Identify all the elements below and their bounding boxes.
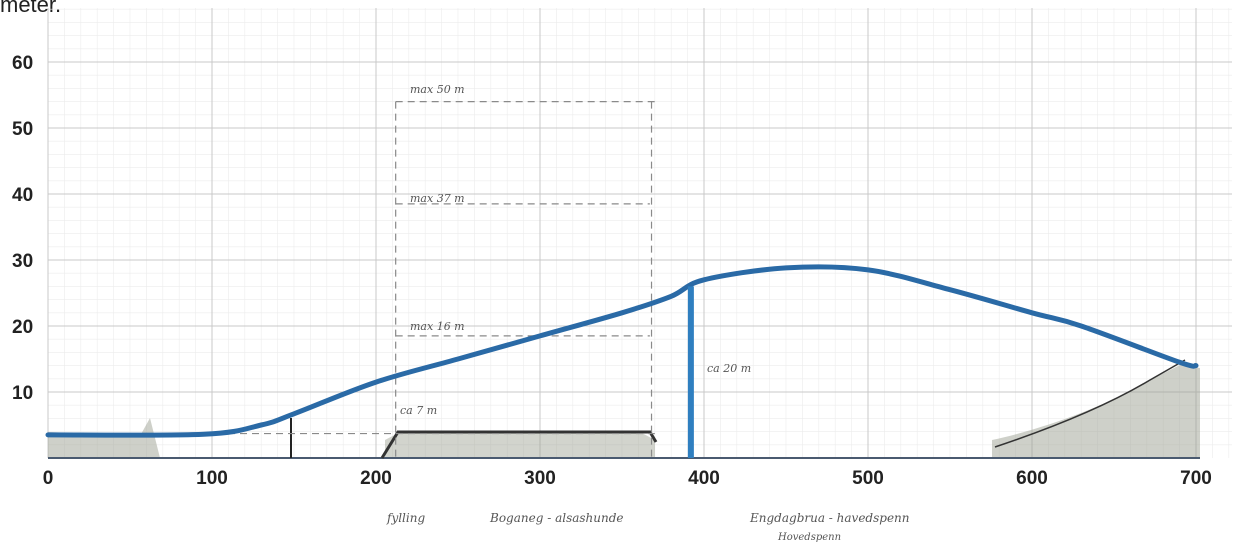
y-tick-label: 50 <box>12 119 33 140</box>
annotation-max50: max 50 m <box>410 83 465 96</box>
label-boganeg: Boganeg - alsashunde <box>489 511 624 525</box>
x-tick-label: 200 <box>360 468 392 489</box>
y-tick-label: 40 <box>12 185 33 206</box>
annotation-ca20: ca 20 m <box>707 362 751 375</box>
terrain-right-hatch <box>992 365 1200 458</box>
label-engdagbru: Engdagbrua - havedspenn <box>749 511 910 525</box>
x-tick-label: 100 <box>196 468 228 489</box>
dashed-height-boxes <box>48 100 655 458</box>
corner-text: meter. <box>0 0 62 17</box>
terrain-right-line <box>994 359 1186 448</box>
axis-ticks: 0 100 200 300 400 500 600 700 10 20 30 40 50 60 <box>12 53 1212 489</box>
x-tick-label: 0 <box>43 468 54 489</box>
road-profile-layer <box>45 264 1199 458</box>
annotation-ca7: ca 7 m <box>400 404 437 417</box>
road-profile-line <box>45 264 1199 438</box>
y-tick-label: 30 <box>12 251 33 272</box>
y-tick-label: 60 <box>12 53 33 74</box>
major-grid <box>47 8 1232 458</box>
label-fylling: fylling <box>386 511 425 525</box>
label-second-line: Hovedspenn <box>777 532 841 543</box>
x-tick-label: 700 <box>1180 468 1212 489</box>
terrain-mid-hatch <box>385 432 655 458</box>
annotation-max37: max 37 m <box>410 192 465 205</box>
terrain-layer <box>48 359 1200 459</box>
bridge-pier <box>687 286 694 458</box>
y-tick-label: 10 <box>12 383 33 404</box>
x-tick-label: 500 <box>852 468 884 489</box>
annotation-max16: max 16 m <box>410 320 465 333</box>
x-tick-label: 600 <box>1016 468 1048 489</box>
x-tick-label: 400 <box>688 468 720 489</box>
x-tick-label: 300 <box>524 468 556 489</box>
terrain-left-hatch <box>48 418 160 458</box>
abutment-left <box>380 430 658 459</box>
minor-grid <box>48 8 1232 458</box>
y-tick-label: 20 <box>12 317 33 338</box>
